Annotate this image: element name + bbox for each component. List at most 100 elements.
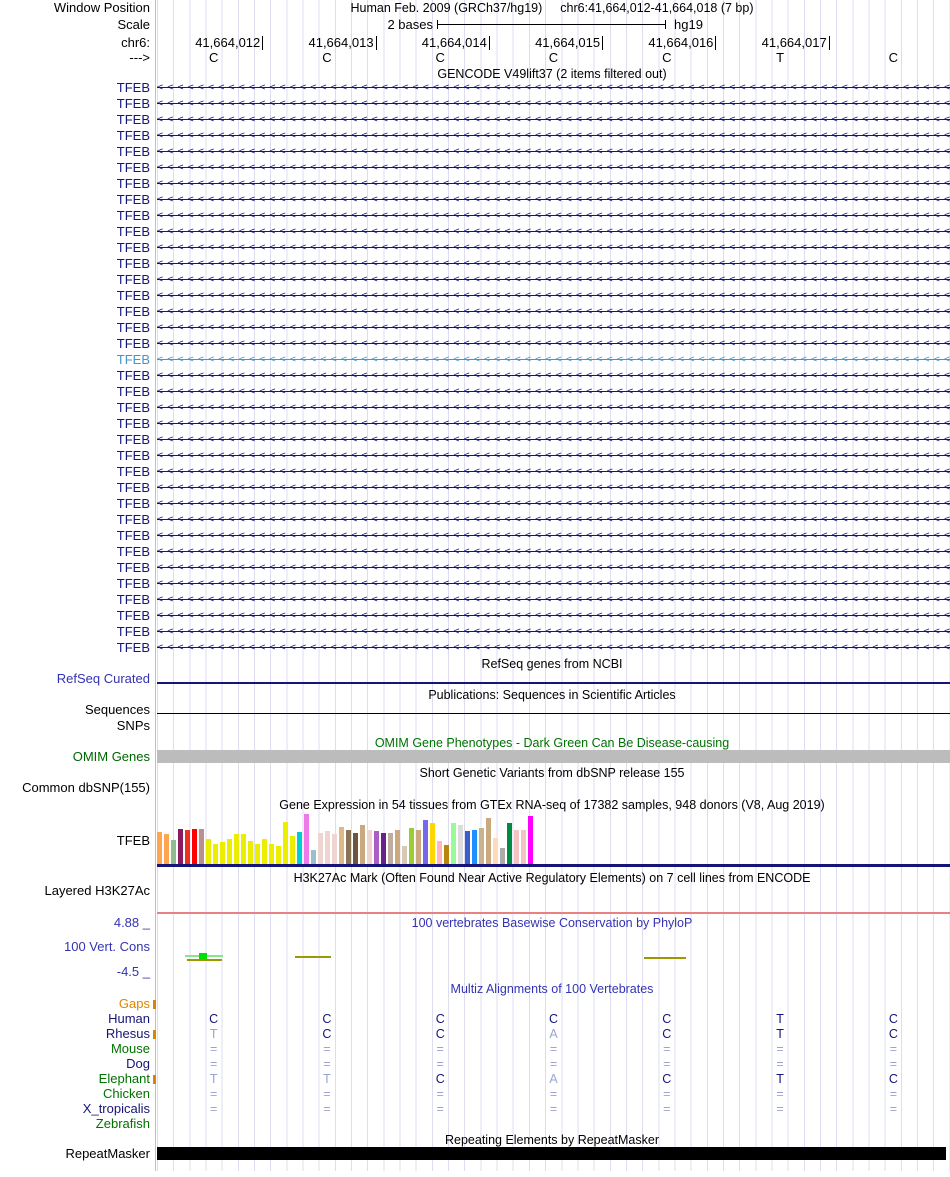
gtex-tissue-bar[interactable] bbox=[283, 822, 288, 864]
omim-gene-bar[interactable] bbox=[157, 750, 950, 763]
gencode-gene-row[interactable]: TFEB <<<<<<<<<<<<<<<<<<<<<<<<<<<<<<<<<<<<… bbox=[0, 640, 950, 656]
gencode-gene-row[interactable]: TFEB <<<<<<<<<<<<<<<<<<<<<<<<<<<<<<<<<<<<… bbox=[0, 144, 950, 160]
gtex-tissue-bar[interactable] bbox=[234, 834, 239, 864]
gtex-tissue-bar[interactable] bbox=[192, 829, 197, 864]
gtex-tissue-bar[interactable] bbox=[325, 831, 330, 864]
gencode-gene-row[interactable]: TFEB <<<<<<<<<<<<<<<<<<<<<<<<<<<<<<<<<<<<… bbox=[0, 336, 950, 352]
strand-arrows-left[interactable]: <<<<<<<<<<<<<<<<<<<<<<<<<<<<<<<<<<<<<<<<… bbox=[157, 144, 950, 160]
gtex-tissue-bar[interactable] bbox=[500, 848, 505, 864]
gtex-tissue-bar[interactable] bbox=[213, 844, 218, 864]
gtex-tissue-bar[interactable] bbox=[269, 844, 274, 864]
gencode-gene-row[interactable]: TFEB <<<<<<<<<<<<<<<<<<<<<<<<<<<<<<<<<<<<… bbox=[0, 96, 950, 112]
sequences-item-bar[interactable] bbox=[157, 713, 950, 714]
strand-arrows-left[interactable]: <<<<<<<<<<<<<<<<<<<<<<<<<<<<<<<<<<<<<<<<… bbox=[157, 256, 950, 272]
strand-arrows-left[interactable]: <<<<<<<<<<<<<<<<<<<<<<<<<<<<<<<<<<<<<<<<… bbox=[157, 112, 950, 128]
refseq-curated-label[interactable]: RefSeq Curated bbox=[56, 671, 150, 686]
gencode-gene-row[interactable]: TFEB <<<<<<<<<<<<<<<<<<<<<<<<<<<<<<<<<<<<… bbox=[0, 512, 950, 528]
strand-arrows-left[interactable]: <<<<<<<<<<<<<<<<<<<<<<<<<<<<<<<<<<<<<<<<… bbox=[157, 400, 950, 416]
gencode-gene-row[interactable]: TFEB <<<<<<<<<<<<<<<<<<<<<<<<<<<<<<<<<<<<… bbox=[0, 112, 950, 128]
strand-arrows-left[interactable]: <<<<<<<<<<<<<<<<<<<<<<<<<<<<<<<<<<<<<<<<… bbox=[157, 304, 950, 320]
gencode-gene-row[interactable]: TFEB <<<<<<<<<<<<<<<<<<<<<<<<<<<<<<<<<<<<… bbox=[0, 208, 950, 224]
strand-arrows-left[interactable]: <<<<<<<<<<<<<<<<<<<<<<<<<<<<<<<<<<<<<<<<… bbox=[157, 624, 950, 640]
gtex-tissue-bar[interactable] bbox=[528, 816, 533, 864]
strand-arrows-left[interactable]: <<<<<<<<<<<<<<<<<<<<<<<<<<<<<<<<<<<<<<<<… bbox=[157, 448, 950, 464]
snps-label[interactable]: SNPs bbox=[116, 718, 150, 733]
gtex-tissue-bar[interactable] bbox=[360, 825, 365, 864]
strand-arrows-left[interactable]: <<<<<<<<<<<<<<<<<<<<<<<<<<<<<<<<<<<<<<<<… bbox=[157, 528, 950, 544]
refseq-gene-bar[interactable] bbox=[157, 682, 950, 684]
gtex-tissue-bar[interactable] bbox=[402, 846, 407, 864]
gencode-gene-row[interactable]: TFEB <<<<<<<<<<<<<<<<<<<<<<<<<<<<<<<<<<<<… bbox=[0, 272, 950, 288]
gencode-gene-row[interactable]: TFEB <<<<<<<<<<<<<<<<<<<<<<<<<<<<<<<<<<<<… bbox=[0, 256, 950, 272]
gencode-gene-row[interactable]: TFEB <<<<<<<<<<<<<<<<<<<<<<<<<<<<<<<<<<<<… bbox=[0, 240, 950, 256]
strand-arrows-left[interactable]: <<<<<<<<<<<<<<<<<<<<<<<<<<<<<<<<<<<<<<<<… bbox=[157, 592, 950, 608]
multiz-species-label[interactable]: Mouse bbox=[110, 1041, 150, 1056]
gencode-gene-row[interactable]: TFEB <<<<<<<<<<<<<<<<<<<<<<<<<<<<<<<<<<<<… bbox=[0, 160, 950, 176]
gencode-gene-row[interactable]: TFEB <<<<<<<<<<<<<<<<<<<<<<<<<<<<<<<<<<<<… bbox=[0, 624, 950, 640]
gtex-tissue-bar[interactable] bbox=[290, 836, 295, 864]
gtex-tissue-bar[interactable] bbox=[479, 828, 484, 864]
gencode-gene-row[interactable]: TFEB <<<<<<<<<<<<<<<<<<<<<<<<<<<<<<<<<<<<… bbox=[0, 176, 950, 192]
strand-arrows-left[interactable]: <<<<<<<<<<<<<<<<<<<<<<<<<<<<<<<<<<<<<<<<… bbox=[157, 368, 950, 384]
gtex-tissue-bar[interactable] bbox=[157, 832, 162, 864]
strand-arrows-left[interactable]: <<<<<<<<<<<<<<<<<<<<<<<<<<<<<<<<<<<<<<<<… bbox=[157, 512, 950, 528]
gencode-gene-row[interactable]: TFEB <<<<<<<<<<<<<<<<<<<<<<<<<<<<<<<<<<<<… bbox=[0, 464, 950, 480]
gtex-tissue-bar[interactable] bbox=[248, 841, 253, 864]
gtex-tissue-bar[interactable] bbox=[171, 840, 176, 864]
sequences-label[interactable]: Sequences bbox=[84, 702, 150, 717]
gencode-gene-row[interactable]: TFEB <<<<<<<<<<<<<<<<<<<<<<<<<<<<<<<<<<<<… bbox=[0, 288, 950, 304]
strand-arrows-left[interactable]: <<<<<<<<<<<<<<<<<<<<<<<<<<<<<<<<<<<<<<<<… bbox=[157, 336, 950, 352]
strand-arrows-left[interactable]: <<<<<<<<<<<<<<<<<<<<<<<<<<<<<<<<<<<<<<<<… bbox=[157, 160, 950, 176]
strand-arrows-left[interactable]: <<<<<<<<<<<<<<<<<<<<<<<<<<<<<<<<<<<<<<<<… bbox=[157, 352, 950, 368]
gencode-gene-row[interactable]: TFEB <<<<<<<<<<<<<<<<<<<<<<<<<<<<<<<<<<<<… bbox=[0, 192, 950, 208]
multiz-species-label[interactable]: Elephant bbox=[98, 1071, 150, 1086]
gencode-gene-row[interactable]: TFEB <<<<<<<<<<<<<<<<<<<<<<<<<<<<<<<<<<<<… bbox=[0, 560, 950, 576]
gtex-tissue-bar[interactable] bbox=[388, 833, 393, 864]
gtex-tissue-bar[interactable] bbox=[444, 845, 449, 864]
multiz-species-label[interactable]: X_tropicalis bbox=[82, 1101, 150, 1116]
gtex-tissue-bar[interactable] bbox=[206, 839, 211, 864]
strand-arrows-left[interactable]: <<<<<<<<<<<<<<<<<<<<<<<<<<<<<<<<<<<<<<<<… bbox=[157, 416, 950, 432]
gencode-gene-row[interactable]: TFEB <<<<<<<<<<<<<<<<<<<<<<<<<<<<<<<<<<<<… bbox=[0, 416, 950, 432]
gtex-tissue-bar[interactable] bbox=[381, 833, 386, 864]
strand-arrows-left[interactable]: <<<<<<<<<<<<<<<<<<<<<<<<<<<<<<<<<<<<<<<<… bbox=[157, 240, 950, 256]
gtex-tissue-bar[interactable] bbox=[493, 838, 498, 864]
strand-arrows-left[interactable]: <<<<<<<<<<<<<<<<<<<<<<<<<<<<<<<<<<<<<<<<… bbox=[157, 320, 950, 336]
gtex-tissue-bar[interactable] bbox=[521, 830, 526, 864]
strand-arrows-left[interactable]: <<<<<<<<<<<<<<<<<<<<<<<<<<<<<<<<<<<<<<<<… bbox=[157, 480, 950, 496]
gtex-tissue-bar[interactable] bbox=[255, 844, 260, 864]
strand-arrows-left[interactable]: <<<<<<<<<<<<<<<<<<<<<<<<<<<<<<<<<<<<<<<<… bbox=[157, 640, 950, 656]
gtex-tissue-bar[interactable] bbox=[220, 842, 225, 864]
gtex-tissue-bar[interactable] bbox=[276, 846, 281, 864]
gtex-tissue-bar[interactable] bbox=[199, 829, 204, 864]
strand-arrows-left[interactable]: <<<<<<<<<<<<<<<<<<<<<<<<<<<<<<<<<<<<<<<<… bbox=[157, 384, 950, 400]
multiz-species-label[interactable]: Chicken bbox=[103, 1086, 150, 1101]
gtex-tissue-bar[interactable] bbox=[465, 831, 470, 864]
gencode-gene-row[interactable]: TFEB <<<<<<<<<<<<<<<<<<<<<<<<<<<<<<<<<<<<… bbox=[0, 224, 950, 240]
strand-arrows-left[interactable]: <<<<<<<<<<<<<<<<<<<<<<<<<<<<<<<<<<<<<<<<… bbox=[157, 192, 950, 208]
strand-arrows-left[interactable]: <<<<<<<<<<<<<<<<<<<<<<<<<<<<<<<<<<<<<<<<… bbox=[157, 464, 950, 480]
gtex-tissue-bar[interactable] bbox=[409, 828, 414, 864]
gtex-tissue-bar[interactable] bbox=[486, 818, 491, 864]
multiz-species-label[interactable]: Zebrafish bbox=[95, 1116, 150, 1131]
gtex-tissue-bar[interactable] bbox=[241, 834, 246, 864]
gencode-gene-row[interactable]: TFEB <<<<<<<<<<<<<<<<<<<<<<<<<<<<<<<<<<<<… bbox=[0, 352, 950, 368]
multiz-species-label[interactable]: Human bbox=[108, 1011, 150, 1026]
strand-arrows-left[interactable]: <<<<<<<<<<<<<<<<<<<<<<<<<<<<<<<<<<<<<<<<… bbox=[157, 432, 950, 448]
gtex-tissue-bar[interactable] bbox=[430, 823, 435, 864]
gtex-tissue-bar[interactable] bbox=[472, 830, 477, 864]
gtex-tissue-bar[interactable] bbox=[353, 833, 358, 864]
gencode-gene-row[interactable]: TFEB <<<<<<<<<<<<<<<<<<<<<<<<<<<<<<<<<<<<… bbox=[0, 448, 950, 464]
dbsnp-label[interactable]: Common dbSNP(155) bbox=[22, 780, 150, 795]
gtex-tissue-bar[interactable] bbox=[332, 834, 337, 864]
gencode-gene-row[interactable]: TFEB <<<<<<<<<<<<<<<<<<<<<<<<<<<<<<<<<<<<… bbox=[0, 320, 950, 336]
gencode-gene-row[interactable]: TFEB <<<<<<<<<<<<<<<<<<<<<<<<<<<<<<<<<<<<… bbox=[0, 496, 950, 512]
strand-arrows-left[interactable]: <<<<<<<<<<<<<<<<<<<<<<<<<<<<<<<<<<<<<<<<… bbox=[157, 496, 950, 512]
gencode-gene-row[interactable]: TFEB <<<<<<<<<<<<<<<<<<<<<<<<<<<<<<<<<<<<… bbox=[0, 368, 950, 384]
omim-genes-label[interactable]: OMIM Genes bbox=[72, 749, 150, 764]
gencode-gene-row[interactable]: TFEB <<<<<<<<<<<<<<<<<<<<<<<<<<<<<<<<<<<<… bbox=[0, 384, 950, 400]
gtex-tissue-bar[interactable] bbox=[514, 830, 519, 864]
gtex-tissue-bar[interactable] bbox=[185, 830, 190, 864]
gtex-tissue-bar[interactable] bbox=[451, 823, 456, 864]
gtex-tissue-bar[interactable] bbox=[395, 830, 400, 864]
